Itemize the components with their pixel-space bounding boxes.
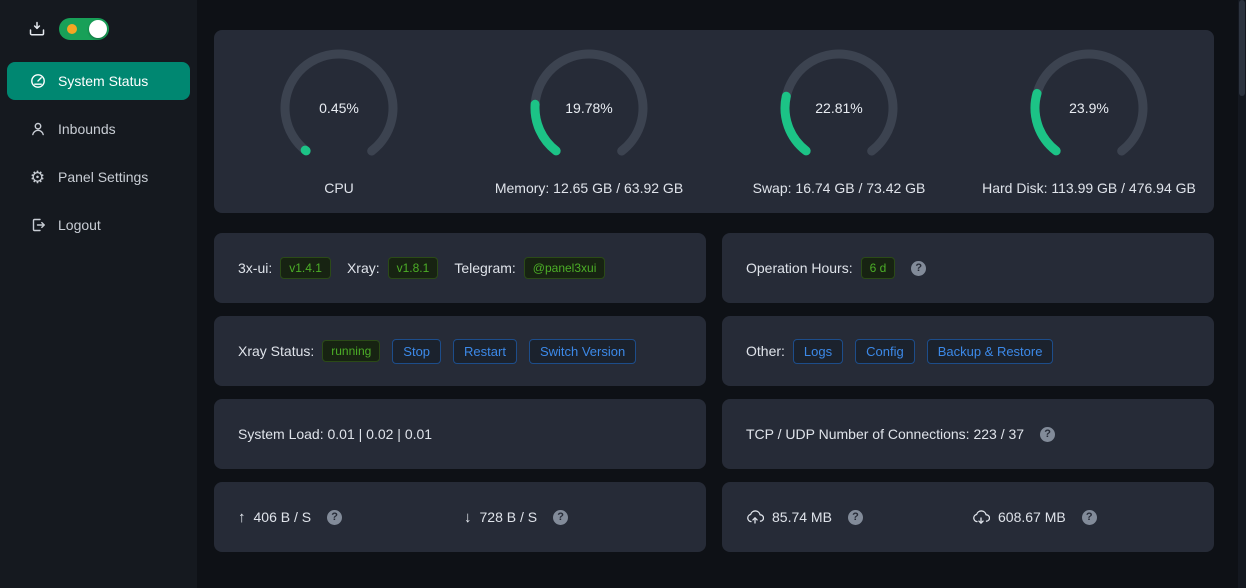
help-icon[interactable]: ?	[847, 509, 863, 525]
xray-status-tag: running	[322, 340, 381, 362]
gauge-label: CPU	[324, 179, 354, 196]
connections-text: TCP / UDP Number of Connections: 223 / 3…	[746, 426, 1025, 442]
system-load-card: System Load: 0.01 | 0.02 | 0.01	[214, 399, 706, 469]
gauge-percent: 0.45%	[319, 99, 359, 116]
arrow-down-icon: ↓	[464, 508, 472, 526]
download-speed: ↓ 728 B / S ?	[464, 509, 682, 526]
dashboard-icon	[29, 73, 46, 89]
xui-version-tag: v1.4.1	[280, 257, 331, 279]
xray-status-label: Xray Status:	[238, 343, 315, 359]
download-traffic: 608.67 MB ?	[972, 509, 1190, 525]
gauge-ring: 0.45%	[279, 48, 399, 168]
download-speed-text: 728 B / S	[479, 509, 538, 525]
help-icon[interactable]: ?	[911, 260, 927, 276]
xray-version-tag: v1.8.1	[387, 257, 439, 279]
sidebar-item-label: Panel Settings	[58, 169, 149, 185]
scrollbar-track	[1238, 0, 1246, 588]
gauge-ring: 23.9%	[1029, 48, 1149, 168]
help-icon[interactable]: ?	[553, 509, 569, 525]
xui-version-label: 3x-ui:	[238, 260, 273, 276]
xray-status-card: Xray Status: running Stop Restart Switch…	[214, 316, 706, 386]
other-card: Other: Logs Config Backup & Restore	[722, 316, 1214, 386]
sidebar-item-label: Inbounds	[58, 121, 116, 137]
gauge-cpu: 0.45% CPU	[214, 48, 464, 196]
gauge-percent: 22.81%	[815, 99, 863, 116]
sidebar-top	[0, 0, 197, 52]
versions-card: 3x-ui: v1.4.1 Xray: v1.8.1 Telegram: @pa…	[214, 233, 706, 303]
telegram-label: Telegram:	[454, 260, 516, 276]
cloud-download-icon	[972, 509, 990, 525]
telegram-handle-tag[interactable]: @panel3xui	[523, 257, 606, 279]
cloud-upload-icon	[746, 509, 764, 525]
connections-card: TCP / UDP Number of Connections: 223 / 3…	[722, 399, 1214, 469]
arrow-up-icon: ↑	[238, 508, 246, 526]
upload-traffic-text: 85.74 MB	[772, 509, 832, 525]
operation-hours-label: Operation Hours:	[746, 260, 853, 276]
switch-version-button[interactable]: Switch Version	[528, 338, 637, 364]
gauge-label: Memory: 12.65 GB / 63.92 GB	[494, 179, 684, 196]
upload-speed: ↑ 406 B / S ?	[238, 509, 456, 526]
gauge-label: Swap: 16.74 GB / 73.42 GB	[752, 179, 926, 196]
xray-version-label: Xray:	[346, 260, 380, 276]
sidebar-item-system-status[interactable]: System Status	[7, 62, 190, 100]
other-label: Other:	[746, 343, 785, 359]
user-icon	[29, 121, 46, 137]
backup-restore-button[interactable]: Backup & Restore	[926, 338, 1054, 364]
download-traffic-text: 608.67 MB	[998, 509, 1066, 525]
sidebar-item-label: System Status	[58, 73, 149, 89]
gauge-hard-disk: 23.9% Hard Disk: 113.99 GB / 476.94 GB	[964, 48, 1214, 196]
sidebar-item-panel-settings[interactable]: ⚙ Panel Settings	[7, 158, 190, 196]
network-speed-card: ↑ 406 B / S ? ↓ 728 B / S ?	[214, 482, 706, 552]
sun-icon	[67, 24, 77, 34]
gauge-percent: 19.78%	[565, 99, 613, 116]
gear-icon: ⚙	[29, 167, 46, 187]
restart-button[interactable]: Restart	[453, 338, 517, 364]
sidebar-item-inbounds[interactable]: Inbounds	[7, 110, 190, 148]
gauge-ring: 19.78%	[529, 48, 649, 168]
config-button[interactable]: Config	[855, 338, 915, 364]
gauge-label: Hard Disk: 113.99 GB / 476.94 GB	[982, 179, 1196, 196]
upload-speed-text: 406 B / S	[253, 509, 312, 525]
sidebar: System Status Inbounds ⚙ Panel Settings …	[0, 0, 197, 588]
stop-button[interactable]: Stop	[392, 338, 442, 364]
gauge-ring: 22.81%	[779, 48, 899, 168]
sidebar-menu: System Status Inbounds ⚙ Panel Settings …	[0, 62, 197, 244]
total-traffic-card: 85.74 MB ? 608.67 MB ?	[722, 482, 1214, 552]
scrollbar-thumb[interactable]	[1239, 0, 1245, 96]
logout-icon	[29, 217, 46, 233]
gauge-swap: 22.81% Swap: 16.74 GB / 73.42 GB	[714, 48, 964, 196]
sidebar-item-label: Logout	[58, 217, 101, 233]
theme-toggle[interactable]	[59, 18, 109, 40]
upload-traffic: 85.74 MB ?	[746, 509, 964, 525]
help-icon[interactable]: ?	[327, 509, 343, 525]
toggle-knob	[89, 20, 107, 38]
main-content: 0.45% CPU 19.78% Memory: 12.65 GB / 63.9…	[197, 0, 1246, 588]
sidebar-item-logout[interactable]: Logout	[7, 206, 190, 244]
panel-logo-icon	[28, 20, 46, 38]
logs-button[interactable]: Logs	[792, 338, 844, 364]
info-grid: 3x-ui: v1.4.1 Xray: v1.8.1 Telegram: @pa…	[214, 233, 1214, 552]
gauge-percent: 23.9%	[1069, 99, 1109, 116]
gauge-memory: 19.78% Memory: 12.65 GB / 63.92 GB	[464, 48, 714, 196]
system-load-text: System Load: 0.01 | 0.02 | 0.01	[238, 426, 433, 442]
help-icon[interactable]: ?	[1040, 426, 1056, 442]
operation-hours-tag: 6 d	[860, 257, 896, 279]
help-icon[interactable]: ?	[1081, 509, 1097, 525]
system-gauges-card: 0.45% CPU 19.78% Memory: 12.65 GB / 63.9…	[214, 30, 1214, 213]
operation-hours-card: Operation Hours: 6 d ?	[722, 233, 1214, 303]
